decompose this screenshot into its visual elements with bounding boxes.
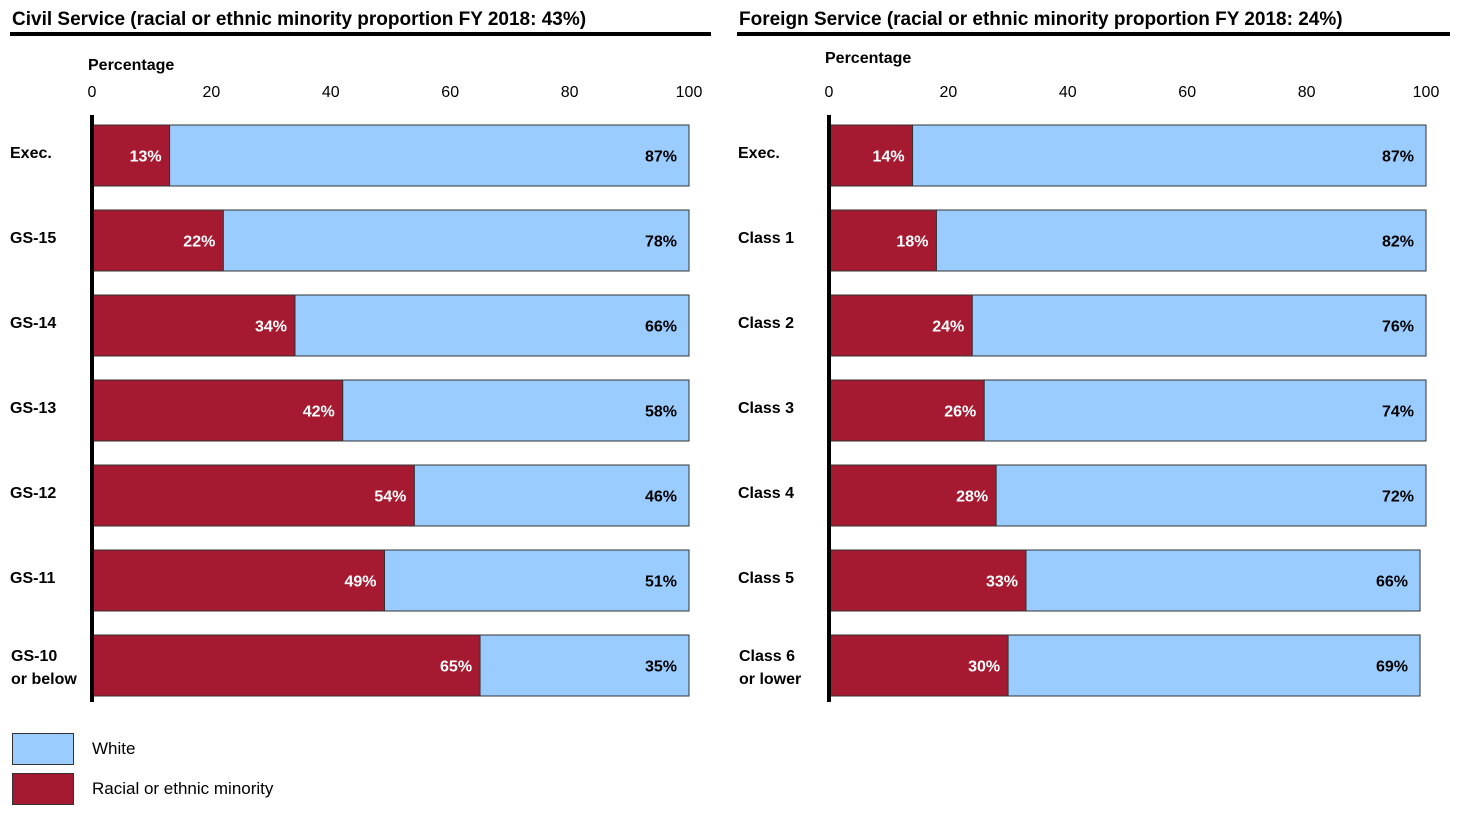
foreign-bar-white xyxy=(1025,549,1421,612)
civil-bar-minority xyxy=(91,294,296,357)
foreign-bar-white xyxy=(912,124,1427,187)
foreign-bar-white xyxy=(935,209,1427,272)
civil-label-white: 66% xyxy=(645,319,677,336)
civil-label-minority: 65% xyxy=(440,659,472,676)
civil-label-white: 58% xyxy=(645,404,677,421)
foreign-x-tick-label: 60 xyxy=(1178,84,1196,101)
legend-label-minority: Racial or ethnic minority xyxy=(92,779,274,798)
civil-label-white: 78% xyxy=(645,234,677,251)
civil-bar-minority xyxy=(91,209,224,272)
civil-x-tick-label: 100 xyxy=(676,84,703,101)
civil-bar-minority xyxy=(91,464,415,527)
legend-item-white: White xyxy=(12,733,273,765)
civil-x-tick-label: 0 xyxy=(88,84,97,101)
foreign-category-label: Class 5 xyxy=(738,570,794,587)
civil-x-tick-label: 80 xyxy=(561,84,579,101)
civil-x-tick-label: 20 xyxy=(203,84,221,101)
civil-bar-white xyxy=(169,124,690,187)
civil-bar-white xyxy=(413,464,690,527)
civil-label-minority: 22% xyxy=(183,234,215,251)
legend-label-white: White xyxy=(92,739,136,758)
civil-bar-white xyxy=(384,549,690,612)
civil-x-tick-label: 60 xyxy=(441,84,459,101)
foreign-label-minority: 30% xyxy=(968,659,1000,676)
foreign-x-axis-label: Percentage xyxy=(825,50,911,67)
foreign-label-minority: 18% xyxy=(896,234,928,251)
foreign-bar-minority xyxy=(828,634,1009,697)
foreign-bar-minority xyxy=(828,549,1027,612)
foreign-label-minority: 28% xyxy=(956,489,988,506)
civil-category-label: GS-10 xyxy=(11,648,57,665)
foreign-x-tick-label: 40 xyxy=(1059,84,1077,101)
charts-canvas: Civil Service (racial or ethnic minority… xyxy=(10,9,1450,702)
civil-label-minority: 34% xyxy=(255,319,287,336)
civil-label-minority: 54% xyxy=(374,489,406,506)
civil-label-minority: 13% xyxy=(130,149,162,166)
civil-x-tick-label: 40 xyxy=(322,84,340,101)
foreign-label-white: 82% xyxy=(1382,234,1414,251)
foreign-chart-title: Foreign Service (racial or ethnic minori… xyxy=(739,9,1343,30)
foreign-bar-white xyxy=(1007,634,1421,697)
civil-bar-white xyxy=(342,379,690,442)
foreign-category-label: or lower xyxy=(739,671,801,688)
foreign-bar-white xyxy=(983,379,1427,442)
foreign-bar-white xyxy=(971,294,1427,357)
civil-bar-white xyxy=(294,294,690,357)
legend-swatch-minority xyxy=(12,773,74,805)
foreign-label-minority: 26% xyxy=(944,404,976,421)
civil-x-axis-label: Percentage xyxy=(88,57,174,74)
foreign-category-label: Exec. xyxy=(738,145,780,162)
civil-category-label: Exec. xyxy=(10,145,52,162)
foreign-x-tick-label: 80 xyxy=(1298,84,1316,101)
civil-label-white: 46% xyxy=(645,489,677,506)
foreign-x-tick-label: 0 xyxy=(825,84,834,101)
foreign-label-minority: 14% xyxy=(873,149,905,166)
civil-category-label: GS-12 xyxy=(10,485,56,502)
civil-bar-white xyxy=(479,634,690,697)
foreign-x-tick-label: 20 xyxy=(940,84,958,101)
foreign-label-white: 87% xyxy=(1382,149,1414,166)
foreign-label-white: 66% xyxy=(1376,574,1408,591)
civil-label-white: 87% xyxy=(645,149,677,166)
civil-category-label: GS-11 xyxy=(10,570,55,587)
civil-category-label: GS-14 xyxy=(10,315,56,332)
civil-category-label: or below xyxy=(11,671,77,688)
foreign-category-label: Class 3 xyxy=(738,400,794,417)
foreign-label-white: 72% xyxy=(1382,489,1414,506)
foreign-bar-minority xyxy=(828,124,914,187)
foreign-label-minority: 33% xyxy=(986,574,1018,591)
civil-bar-minority xyxy=(91,634,481,697)
civil-label-minority: 42% xyxy=(303,404,335,421)
foreign-category-label: Class 4 xyxy=(738,485,794,502)
civil-category-label: GS-15 xyxy=(10,230,56,247)
foreign-label-white: 69% xyxy=(1376,659,1408,676)
civil-label-white: 51% xyxy=(645,574,677,591)
foreign-label-white: 74% xyxy=(1382,404,1414,421)
legend: White Racial or ethnic minority xyxy=(12,733,273,813)
civil-chart-title: Civil Service (racial or ethnic minority… xyxy=(12,9,586,30)
civil-label-white: 35% xyxy=(645,659,677,676)
civil-bar-white xyxy=(222,209,690,272)
foreign-label-minority: 24% xyxy=(932,319,964,336)
civil-category-label: GS-13 xyxy=(10,400,56,417)
legend-item-minority: Racial or ethnic minority xyxy=(12,773,273,805)
foreign-category-label: Class 1 xyxy=(738,230,794,247)
foreign-label-white: 76% xyxy=(1382,319,1414,336)
foreign-bar-white xyxy=(995,464,1427,527)
foreign-bar-minority xyxy=(828,464,997,527)
foreign-bar-minority xyxy=(828,379,985,442)
civil-bar-minority xyxy=(91,549,386,612)
foreign-x-tick-label: 100 xyxy=(1413,84,1440,101)
foreign-category-label: Class 6 xyxy=(739,648,795,665)
foreign-category-label: Class 2 xyxy=(738,315,794,332)
legend-swatch-white xyxy=(12,733,74,765)
civil-label-minority: 49% xyxy=(344,574,376,591)
